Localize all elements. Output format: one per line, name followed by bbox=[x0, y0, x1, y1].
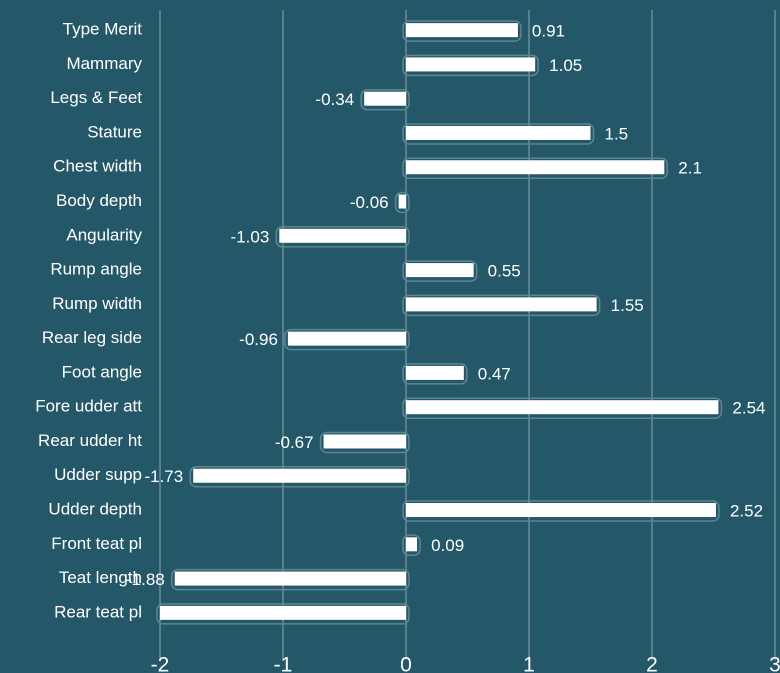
bar-shadow bbox=[156, 603, 410, 625]
bar bbox=[364, 91, 406, 106]
bar-shadow bbox=[402, 54, 539, 77]
bar-shadow bbox=[402, 260, 478, 282]
data-label: -0.06 bbox=[350, 193, 389, 212]
bar-shadow bbox=[402, 363, 468, 385]
y-tick-label: Front teat pl bbox=[51, 534, 142, 553]
y-tick-label: Body depth bbox=[56, 191, 142, 210]
y-tick-label: Mammary bbox=[66, 54, 142, 73]
data-label: 0.09 bbox=[431, 536, 464, 555]
bar-shadow bbox=[402, 397, 723, 419]
y-tick-label: Rear leg side bbox=[42, 328, 142, 347]
x-tick-label: 0 bbox=[400, 654, 412, 673]
y-tick-label: Stature bbox=[87, 122, 142, 141]
data-label: 2.52 bbox=[730, 502, 763, 521]
bar bbox=[160, 605, 406, 620]
bar bbox=[406, 23, 518, 38]
data-label: 0.55 bbox=[488, 262, 521, 281]
bar bbox=[406, 297, 597, 312]
bar bbox=[406, 263, 474, 278]
data-label: -0.67 bbox=[275, 433, 314, 452]
data-label: 2.1 bbox=[678, 159, 702, 178]
bar bbox=[398, 194, 406, 209]
bar-shadow bbox=[189, 466, 410, 488]
x-tick-label: 1 bbox=[523, 654, 535, 673]
bar-shadow bbox=[402, 123, 595, 145]
bar bbox=[323, 434, 406, 449]
data-label: 1.05 bbox=[549, 56, 582, 75]
data-label: 1.5 bbox=[605, 124, 629, 143]
y-tick-label: Chest width bbox=[53, 157, 142, 176]
data-label: 0.47 bbox=[478, 364, 511, 383]
data-label: -1.03 bbox=[231, 227, 270, 246]
bar-shadow bbox=[319, 431, 410, 454]
bar-shadow bbox=[275, 226, 410, 248]
bar-shadow bbox=[402, 534, 421, 557]
data-label: -0.96 bbox=[239, 330, 278, 349]
bar bbox=[193, 468, 406, 483]
data-label: 2.54 bbox=[732, 399, 765, 418]
y-tick-label: Udder depth bbox=[48, 500, 142, 519]
bar bbox=[279, 228, 406, 243]
bar-shadow bbox=[284, 328, 410, 351]
y-tick-label: Angularity bbox=[66, 225, 142, 244]
data-label: -1.73 bbox=[144, 467, 183, 486]
bar bbox=[406, 160, 665, 175]
x-tick-label: -1 bbox=[274, 654, 293, 673]
x-tick-label: -2 bbox=[151, 654, 170, 673]
bar-shadow bbox=[171, 568, 410, 591]
y-tick-label: Foot angle bbox=[62, 362, 142, 381]
data-label: 0.91 bbox=[532, 22, 565, 41]
data-label: -0.34 bbox=[315, 90, 354, 109]
y-tick-label: Teat length bbox=[59, 568, 142, 587]
bar bbox=[174, 571, 406, 586]
bar-shadow bbox=[360, 88, 410, 111]
bar-shadow bbox=[394, 191, 410, 214]
bar bbox=[406, 125, 591, 140]
x-tick-label: 3 bbox=[769, 654, 780, 673]
y-tick-label: Rump width bbox=[52, 294, 142, 313]
bar-shadow bbox=[402, 20, 522, 42]
y-tick-label: Fore udder att bbox=[35, 397, 142, 416]
bar bbox=[406, 400, 719, 415]
bar-shadow bbox=[402, 500, 720, 522]
bar-shadow bbox=[402, 157, 669, 179]
x-tick-label: 2 bbox=[646, 654, 658, 673]
bar bbox=[406, 365, 464, 380]
bar bbox=[406, 57, 536, 72]
data-label: 1.55 bbox=[611, 296, 644, 315]
y-tick-label: Rear udder ht bbox=[38, 431, 142, 450]
y-tick-label: Legs & Feet bbox=[50, 88, 142, 107]
y-tick-label: Type Merit bbox=[63, 20, 143, 39]
y-tick-label: Rump angle bbox=[50, 260, 142, 279]
y-tick-label: Rear teat pl bbox=[54, 602, 142, 621]
data-label: -1.88 bbox=[126, 570, 165, 589]
bar bbox=[287, 331, 406, 346]
bar bbox=[406, 537, 418, 552]
bar bbox=[406, 503, 716, 518]
y-tick-label: Udder supp bbox=[54, 465, 142, 484]
bar-shadow bbox=[402, 294, 601, 317]
